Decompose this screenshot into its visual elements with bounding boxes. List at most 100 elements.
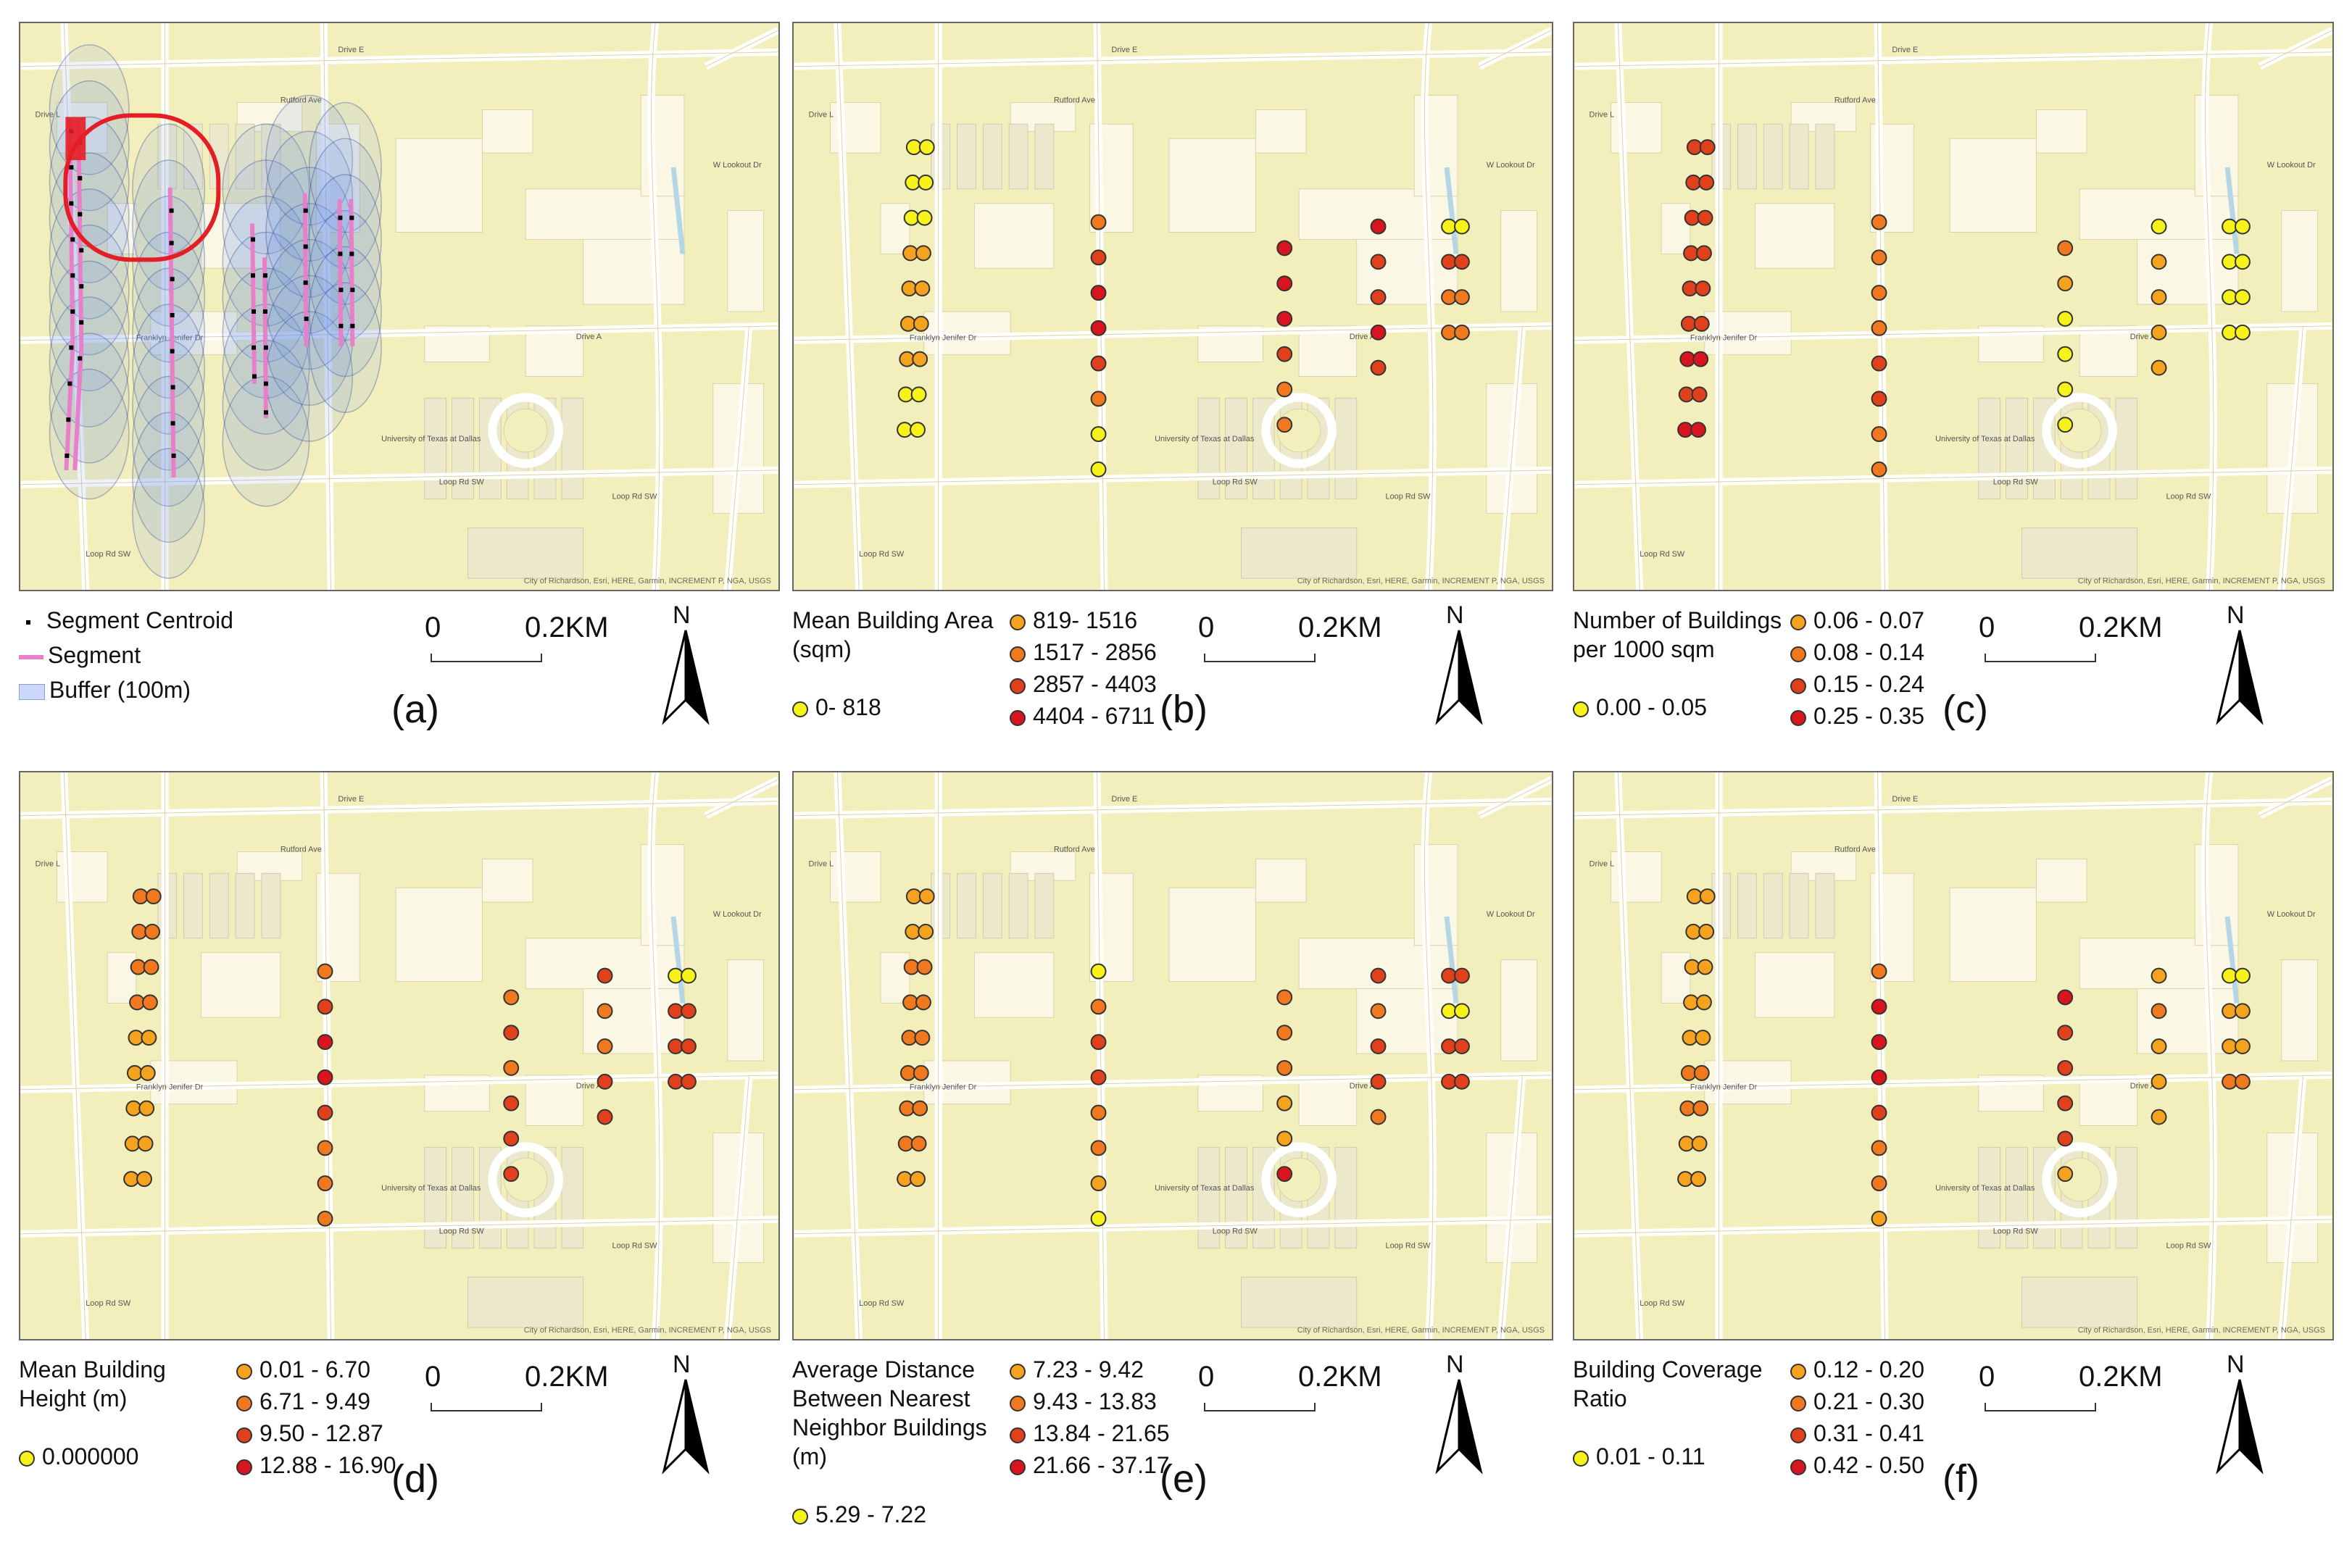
basemap-features: Drive E Drive L Drive A Franklyn Jenifer Dr… [20, 772, 778, 1339]
value-point [915, 245, 931, 262]
centroid-point [78, 175, 83, 180]
street-label: Drive A [2130, 333, 2156, 341]
legend-label: 1517 - 2856 [1033, 639, 1157, 665]
street-label: Loop Rd SW [1385, 1242, 1431, 1251]
buffer-area [265, 130, 354, 262]
value-point [503, 1025, 520, 1041]
scale-max: 0.2KM [525, 612, 609, 643]
value-point [1370, 1038, 1387, 1055]
street-label: Franklyn Jenifer Dr [910, 1083, 977, 1092]
street-label: University of Texas at Dallas [1155, 1184, 1255, 1193]
map-canvas: Drive E Drive L Drive A Franklyn Jenifer Dr… [1574, 23, 2332, 590]
value-point [1695, 1030, 1711, 1046]
scale-zero: 0 [1979, 1361, 1995, 1393]
value-point [1454, 254, 1470, 270]
value-point [2151, 1073, 2167, 1090]
centroid-point [79, 320, 84, 325]
street-label: Loop Rd SW [2166, 493, 2211, 501]
scale-max: 0.2KM [2079, 1361, 2163, 1393]
map-canvas: Drive E Drive L Drive A Franklyn Jenifer Dr… [794, 23, 1552, 590]
value-point [1695, 280, 1711, 297]
street-label: University of Texas at Dallas [1935, 435, 2035, 443]
value-point [1276, 1095, 1293, 1112]
north-label: N [1446, 601, 1464, 629]
buffer-area [132, 267, 206, 399]
value-point [142, 994, 158, 1011]
value-point [1090, 1175, 1107, 1192]
value-point [1871, 1104, 1887, 1121]
map-attribution: City of Richardson, Esri, HERE, Garmin, … [2077, 577, 2325, 585]
value-point [1680, 315, 1697, 332]
street-label: Drive E [338, 795, 364, 804]
legend-label: 9.50 - 12.87 [259, 1420, 383, 1446]
value-point [2235, 289, 2251, 306]
value-point [503, 1130, 520, 1147]
segment-value-points [897, 888, 1470, 1227]
scale-line [1985, 654, 2096, 662]
street-label: W Lookout Dr [2267, 910, 2316, 919]
basemap-features: Drive E Drive L Drive A Franklyn Jenifer Dr… [794, 772, 1552, 1339]
centroid-point [338, 323, 344, 328]
value-point [2235, 1038, 2251, 1055]
value-point [1871, 285, 1887, 301]
centroid-point [170, 312, 175, 317]
legend-label: 4404 - 6711 [1033, 703, 1155, 729]
scale-max: 0.2KM [525, 1361, 609, 1393]
value-point [1696, 245, 1712, 262]
map-canvas: Drive E Drive L Drive A Franklyn Jenifer Dr… [1574, 772, 2332, 1339]
legend-title: Average Distance Between Nearest Neighbo… [792, 1356, 987, 1469]
legend-item: 0.000000 [19, 1442, 138, 1471]
north-arrow: N [2211, 1351, 2276, 1475]
centroid-point [349, 251, 354, 257]
value-point [1871, 249, 1887, 266]
panel-label: (d) [391, 1457, 439, 1501]
map-frame: Drive E Drive L Drive A Franklyn Jenifer Dr… [1573, 771, 2334, 1340]
north-label: N [673, 601, 691, 629]
centroid-point [303, 208, 308, 213]
map-canvas: Drive E Drive L Drive A Franklyn Jenifer Dr… [20, 772, 778, 1339]
legend-item: 21.66 - 37.17 [1010, 1451, 1170, 1480]
value-point [1090, 249, 1107, 266]
legend-label: 13.84 - 21.65 [1033, 1420, 1170, 1446]
street-label: Franklyn Jenifer Dr [1690, 1083, 1758, 1092]
value-point [317, 1140, 333, 1156]
north-arrow-icon [662, 630, 710, 725]
buffer-area [49, 368, 130, 500]
value-point [2057, 417, 2074, 433]
value-point [2057, 310, 2074, 327]
legend-item: 9.50 - 12.87 [236, 1419, 383, 1448]
centroid-point [251, 237, 256, 242]
buffer-area [308, 174, 382, 305]
street-label: Loop Rd SW [2166, 1242, 2211, 1251]
buffer-area [308, 282, 382, 413]
value-point [1691, 1135, 1708, 1152]
segment-line [337, 199, 344, 346]
centroid-point [78, 212, 83, 217]
street-label: University of Texas at Dallas [1155, 435, 1255, 443]
value-point [1370, 324, 1387, 341]
scale-line [1204, 1403, 1316, 1411]
value-point [910, 422, 926, 438]
value-point [2057, 240, 2074, 257]
legend: Building Coverage Ratio 0.01 - 0.11 0.12 -… [1573, 1351, 2334, 1568]
legend-swatch [1790, 1363, 1806, 1380]
basemap-features: Drive E Drive L Drive A Franklyn Jenifer Dr… [1574, 772, 2332, 1339]
value-point [597, 1003, 613, 1019]
selected-buffer-outline [63, 113, 221, 262]
centroid-point [79, 248, 84, 253]
legend-label: 0.42 - 0.50 [1813, 1452, 1924, 1478]
north-arrow-icon [1435, 1379, 1483, 1475]
value-point [1276, 1059, 1293, 1076]
centroid-point [350, 323, 355, 328]
value-point [503, 1095, 520, 1112]
value-point [1090, 1140, 1107, 1156]
legend-swatch [1010, 677, 1026, 694]
scale-max: 0.2KM [2079, 612, 2163, 643]
value-point [1685, 174, 1702, 191]
centroid-point [304, 316, 309, 321]
segment-line [349, 199, 355, 346]
legend: Average Distance Between Nearest Neighbo… [792, 1351, 1553, 1568]
value-point [597, 1038, 613, 1055]
legend: Number of Buildings per 1000 sqm 0.00 - 0… [1573, 601, 2334, 819]
value-point [897, 1135, 914, 1152]
